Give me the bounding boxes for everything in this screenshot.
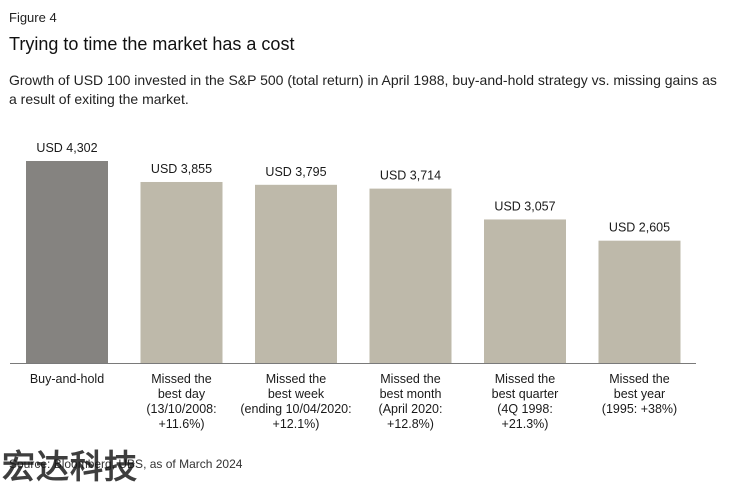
category-label-1-line-2: (13/10/2008: [146,402,216,416]
bar-2 [255,184,337,363]
category-label-1-line-1: best day [158,387,206,401]
category-label-2-line-0: Missed the [266,372,326,386]
category-label-4-line-0: Missed the [495,372,555,386]
data-label-5: USD 2,605 [609,221,670,235]
category-label-1-line-0: Missed the [151,372,211,386]
category-label-4-line-3: +21.3%) [502,417,549,431]
bar-3 [369,188,452,363]
bar-5 [598,240,681,363]
category-label-5-line-0: Missed the [609,372,669,386]
chart-subtitle: Growth of USD 100 invested in the S&P 50… [9,72,717,107]
category-label-2-line-3: +12.1%) [273,417,320,431]
category-label-3-line-1: best month [380,387,442,401]
category-label-4-line-1: best quarter [492,387,559,401]
category-label-5-line-1: best year [614,387,665,401]
category-label-3-line-2: (April 2020: [379,402,443,416]
category-label-5-line-2: (1995: +38%) [602,402,677,416]
figure-label: Figure 4 [9,10,57,25]
bar-0 [26,161,108,363]
category-label-3-line-0: Missed the [380,372,440,386]
data-label-2: USD 3,795 [265,165,326,179]
category-label-0-line-0: Buy-and-hold [30,372,104,386]
category-label-2-line-2: (ending 10/04/2020: [240,402,351,416]
data-label-4: USD 3,057 [494,199,555,213]
bar-1 [140,181,223,363]
data-label-1: USD 3,855 [151,162,212,176]
watermark-logo: 宏达科技 [2,447,138,486]
bar-4 [484,219,566,363]
category-label-2-line-1: best week [268,387,325,401]
source-note: Source: Bloomberg, UBS, as of March 2024 [9,457,243,471]
chart-title: Trying to time the market has a cost [9,34,295,54]
data-label-3: USD 3,714 [380,169,441,183]
category-label-3-line-3: +12.8%) [387,417,434,431]
data-label-0: USD 4,302 [36,141,97,155]
category-label-4-line-2: (4Q 1998: [497,402,553,416]
category-label-1-line-3: +11.6%) [159,417,205,431]
